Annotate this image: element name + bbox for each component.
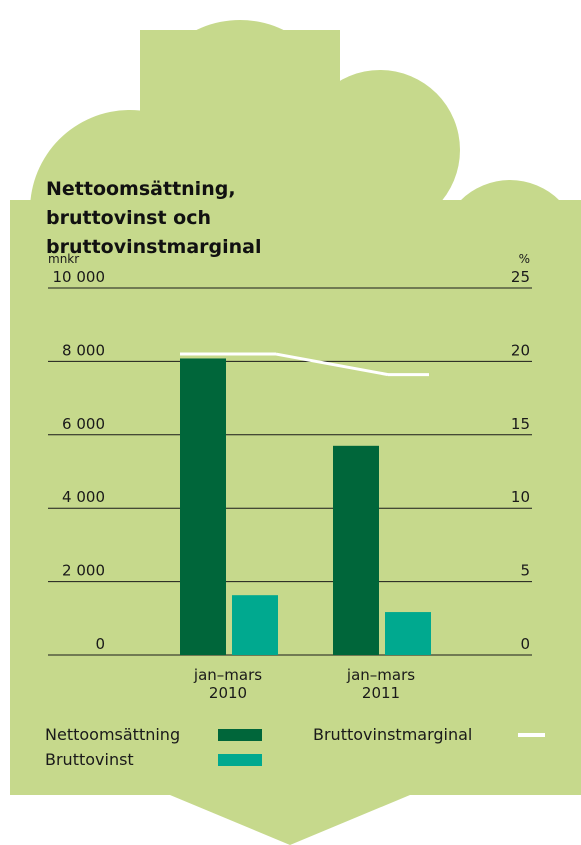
legend-label: Bruttovinst: [45, 750, 134, 769]
bar: [180, 358, 226, 655]
legend-swatch: [218, 754, 262, 766]
background-shape: [10, 20, 581, 845]
legend-swatch: [218, 729, 262, 741]
legend-label: Nettoomsättning: [45, 725, 180, 744]
bar: [333, 445, 379, 655]
y2-tick-label: 5: [520, 562, 530, 580]
legend-label: Bruttovinstmarginal: [313, 725, 472, 744]
y2-tick-label: 10: [511, 488, 530, 506]
x-tick-label: jan–mars 2011: [346, 666, 415, 702]
y2-tick-label: 25: [511, 268, 530, 286]
x-tick-label: jan–mars 2010: [193, 666, 262, 702]
y-tick-label: 10 000: [53, 268, 106, 286]
y2-axis-label: %: [519, 252, 530, 266]
y-tick-label: 4 000: [62, 488, 105, 506]
line-connector: [275, 352, 389, 377]
y-tick-label: 2 000: [62, 562, 105, 580]
y-tick-label: 0: [95, 635, 105, 653]
chart-title: Nettoomsättning, bruttovinst och bruttov…: [46, 178, 262, 258]
y-tick-label: 6 000: [62, 415, 105, 433]
y2-tick-label: 15: [511, 415, 530, 433]
bar: [385, 612, 431, 655]
y2-tick-label: 20: [511, 341, 530, 359]
y-axis-label: mnkr: [48, 252, 79, 266]
bar: [232, 595, 278, 655]
y-tick-label: 8 000: [62, 341, 105, 359]
y2-tick-label: 0: [520, 635, 530, 653]
